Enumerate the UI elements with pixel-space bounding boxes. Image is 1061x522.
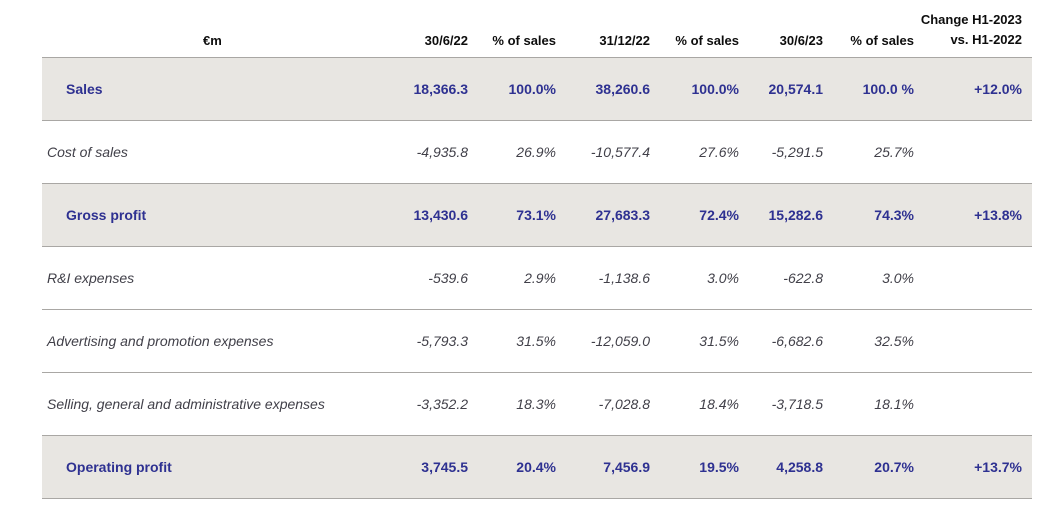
column-header-pct-sales-3: % of sales — [850, 33, 914, 48]
value-cell: -10,577.4 — [590, 144, 650, 160]
value-cell: 25.7% — [874, 144, 914, 160]
column-header-change: Change H1-2023 vs. H1-2022 — [914, 10, 1022, 57]
column-header-31-12-22: 31/12/22 — [599, 33, 650, 48]
value-cell: 74.3% — [874, 207, 914, 223]
column-header-pct-sales-2: % of sales — [675, 33, 739, 48]
value-cell: 20,574.1 — [768, 81, 824, 97]
value-cell: 31.5% — [516, 333, 556, 349]
value-cell: 20.4% — [516, 459, 556, 475]
value-cell: 18.1% — [874, 396, 914, 412]
value-cell: -4,935.8 — [416, 144, 468, 160]
value-cell: 2.9% — [524, 270, 556, 286]
value-cell: 26.9% — [516, 144, 556, 160]
value-cell: 20.7% — [874, 459, 914, 475]
value-cell: -539.6 — [428, 270, 468, 286]
value-cell: -1,138.6 — [598, 270, 650, 286]
value-cell: 18,366.3 — [413, 81, 469, 97]
row-label: Operating profit — [66, 459, 172, 475]
value-cell: -5,793.3 — [416, 333, 468, 349]
value-cell: -7,028.8 — [598, 396, 650, 412]
row-label: Selling, general and administrative expe… — [47, 396, 325, 412]
table-row-sga-expenses: Selling, general and administrative expe… — [42, 372, 1032, 435]
column-header-change-line2: vs. H1-2022 — [950, 31, 1022, 47]
value-cell: 73.1% — [516, 207, 556, 223]
value-cell: 19.5% — [699, 459, 739, 475]
value-cell: -6,682.6 — [771, 333, 823, 349]
value-cell: 32.5% — [874, 333, 914, 349]
value-cell: 7,456.9 — [603, 459, 650, 475]
value-cell: -12,059.0 — [590, 333, 650, 349]
value-cell: -622.8 — [783, 270, 823, 286]
row-label: Cost of sales — [47, 144, 128, 160]
column-header-change-line1: Change H1-2023 — [920, 11, 1022, 27]
value-cell: 3.0% — [882, 270, 914, 286]
row-label: Gross profit — [66, 207, 147, 223]
value-cell: 27.6% — [699, 144, 739, 160]
row-label: Sales — [66, 81, 103, 97]
value-cell: 100.0% — [508, 81, 556, 97]
value-cell: -3,718.5 — [771, 396, 823, 412]
table-row-ri-expenses: R&I expenses -539.6 2.9% -1,138.6 3.0% -… — [42, 246, 1032, 309]
unit-header: €m — [203, 33, 222, 48]
table-header-row: €m 30/6/22 % of sales 31/12/22 % of sale… — [42, 0, 1032, 57]
value-cell: 38,260.6 — [595, 81, 651, 97]
value-cell: 3,745.5 — [421, 459, 468, 475]
value-cell: -5,291.5 — [771, 144, 823, 160]
table-row-sales: Sales 18,366.3 100.0% 38,260.6 100.0% 20… — [42, 57, 1032, 120]
value-cell: 15,282.6 — [768, 207, 824, 223]
value-cell: -3,352.2 — [416, 396, 468, 412]
value-cell: 31.5% — [699, 333, 739, 349]
row-label: R&I expenses — [47, 270, 135, 286]
value-cell: 100.0% — [691, 81, 739, 97]
table-row-advertising-promotion: Advertising and promotion expenses -5,79… — [42, 309, 1032, 372]
table-row-gross-profit: Gross profit 13,430.6 73.1% 27,683.3 72.… — [42, 183, 1032, 246]
column-header-pct-sales-1: % of sales — [492, 33, 556, 48]
change-cell: +13.8% — [974, 207, 1022, 223]
value-cell: 4,258.8 — [776, 459, 823, 475]
value-cell: 13,430.6 — [413, 207, 469, 223]
change-cell: +13.7% — [974, 459, 1022, 475]
value-cell: 27,683.3 — [595, 207, 651, 223]
value-cell: 3.0% — [707, 270, 739, 286]
table-row-cost-of-sales: Cost of sales -4,935.8 26.9% -10,577.4 2… — [42, 120, 1032, 183]
income-statement-table: €m 30/6/22 % of sales 31/12/22 % of sale… — [42, 0, 1032, 499]
value-cell: 18.3% — [516, 396, 556, 412]
change-cell: +12.0% — [974, 81, 1022, 97]
column-header-30-6-22: 30/6/22 — [424, 33, 468, 48]
value-cell: 72.4% — [699, 207, 739, 223]
value-cell: 100.0 % — [862, 81, 914, 97]
value-cell: 18.4% — [699, 396, 739, 412]
column-header-30-6-23: 30/6/23 — [779, 33, 823, 48]
row-label: Advertising and promotion expenses — [47, 333, 274, 349]
table-row-operating-profit: Operating profit 3,745.5 20.4% 7,456.9 1… — [42, 435, 1032, 498]
